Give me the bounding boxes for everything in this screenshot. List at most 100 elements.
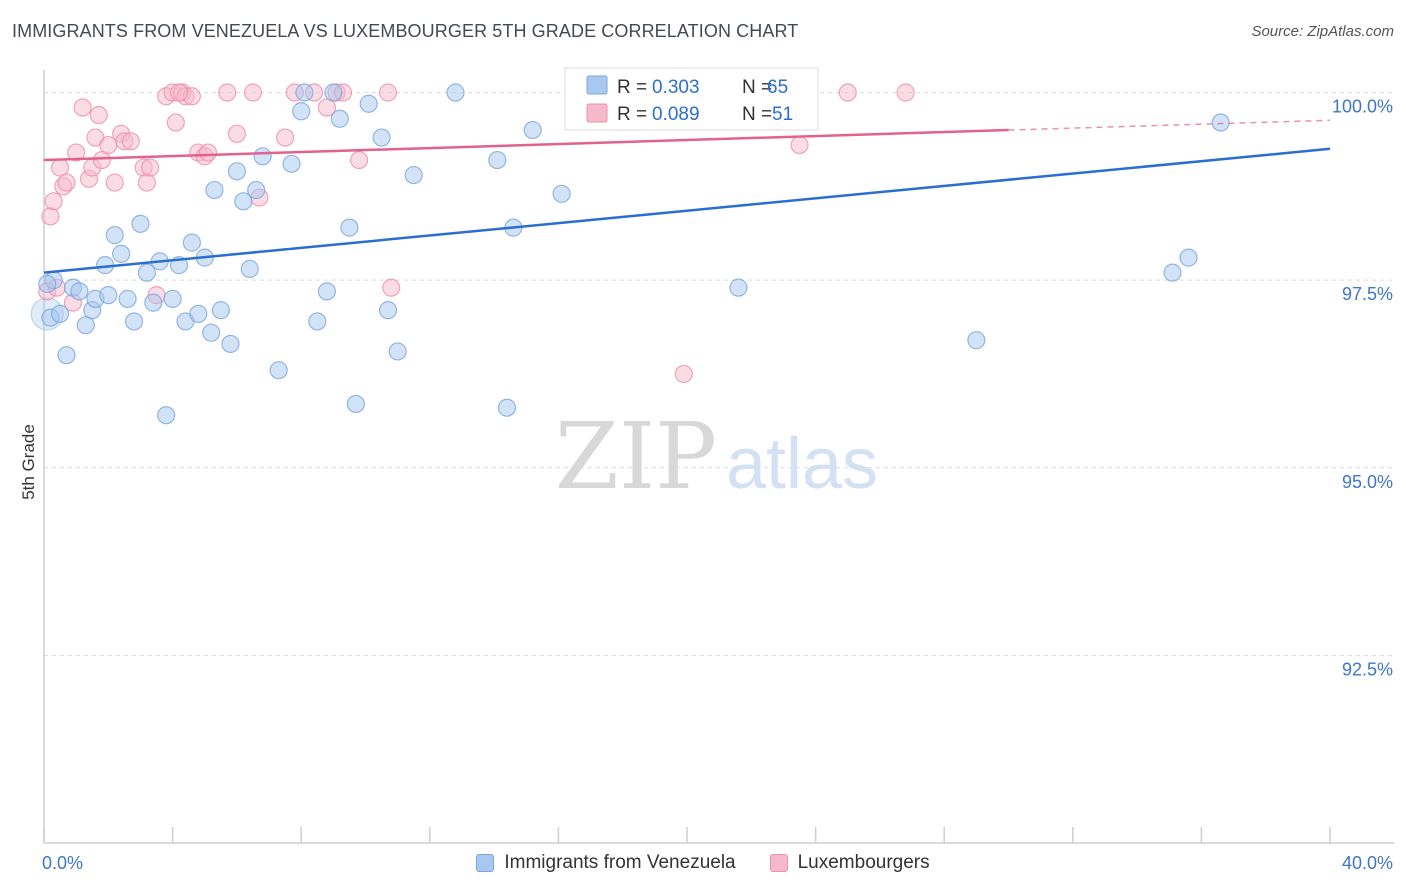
stats-legend-n-label: N = — [742, 104, 772, 125]
point-venezuela — [1211, 113, 1230, 132]
point-venezuela — [112, 244, 131, 263]
point-venezuela — [295, 83, 314, 102]
point-venezuela — [247, 180, 266, 200]
point-luxembourgers — [276, 128, 295, 147]
point-venezuela — [163, 289, 182, 308]
point-venezuela — [253, 147, 272, 166]
point-venezuela — [189, 304, 208, 324]
stats-legend-swatch-luxembourgers — [586, 103, 608, 123]
point-venezuela — [497, 398, 517, 417]
y-tick-label: 97.5% — [1342, 284, 1393, 304]
point-venezuela — [404, 165, 423, 185]
point-venezuela — [282, 154, 301, 173]
legend-item-venezuela: Immigrants from Venezuela — [476, 852, 736, 874]
stats-legend-r-value: 0.303 — [652, 77, 700, 98]
point-luxembourgers — [41, 207, 60, 226]
point-luxembourgers — [121, 132, 140, 151]
point-venezuela — [144, 293, 163, 312]
watermark-atlas: atlas — [726, 424, 878, 504]
point-venezuela — [729, 278, 748, 297]
point-venezuela — [57, 346, 76, 365]
source-label: Source: ZipAtlas.com — [1251, 23, 1394, 40]
point-venezuela — [308, 312, 327, 331]
point-luxembourgers — [137, 173, 156, 192]
point-venezuela — [324, 83, 343, 102]
data-points — [30, 83, 1230, 425]
point-luxembourgers — [243, 83, 263, 102]
point-luxembourgers — [140, 158, 160, 177]
point-venezuela — [221, 334, 240, 354]
point-venezuela — [38, 274, 57, 293]
point-venezuela — [227, 162, 246, 181]
point-venezuela — [202, 323, 221, 342]
tick-labels: 92.5% 95.0% 97.5% 100.0% 0.0% 40.0% — [42, 97, 1393, 873]
point-venezuela — [372, 128, 391, 147]
point-venezuela — [340, 218, 359, 237]
point-venezuela — [317, 282, 337, 301]
point-luxembourgers — [382, 278, 401, 297]
chart-title: IMMIGRANTS FROM VENEZUELA VS LUXEMBOURGE… — [12, 21, 799, 41]
point-venezuela — [240, 259, 259, 278]
point-luxembourgers — [896, 83, 915, 102]
stats-legend-r-label: R = — [617, 77, 647, 98]
trend-line-luxembourgers-projection — [1008, 119, 1331, 131]
point-venezuela — [967, 331, 986, 350]
point-luxembourgers — [674, 364, 693, 384]
axes — [43, 70, 1394, 844]
point-venezuela — [346, 394, 365, 414]
trend-lines — [43, 119, 1331, 274]
y-tick-label: 100.0% — [1332, 97, 1393, 117]
point-venezuela — [137, 263, 156, 282]
x-tick-label-end: 40.0% — [1342, 853, 1393, 873]
point-luxembourgers — [89, 105, 108, 125]
point-luxembourgers — [378, 83, 398, 102]
stats-legend: R = 0.303 N = 65 R = 0.089 N = 51 — [564, 67, 819, 131]
stats-legend-r-value: 0.089 — [652, 104, 700, 125]
point-venezuela — [118, 289, 137, 308]
trend-line-luxembourgers — [43, 128, 1009, 162]
point-luxembourgers — [169, 83, 189, 102]
point-venezuela — [99, 286, 118, 305]
point-venezuela — [157, 406, 176, 425]
stats-legend-n-value: 51 — [772, 104, 793, 125]
point-venezuela — [523, 120, 542, 140]
stats-legend-swatch-venezuela — [586, 75, 608, 95]
point-luxembourgers — [166, 113, 185, 132]
stats-legend-r-label: R = — [617, 104, 647, 125]
point-venezuela — [124, 312, 144, 331]
watermark-zip: ZIP — [555, 403, 717, 510]
point-venezuela — [1179, 248, 1198, 267]
point-luxembourgers — [349, 150, 369, 170]
point-venezuela — [378, 301, 398, 320]
point-venezuela — [105, 226, 124, 245]
point-venezuela — [70, 282, 89, 301]
point-venezuela — [234, 192, 253, 211]
point-venezuela — [131, 214, 150, 233]
point-venezuela — [388, 342, 407, 361]
grid-lines — [44, 92, 1394, 656]
point-luxembourgers — [57, 173, 76, 192]
point-venezuela — [211, 301, 230, 320]
legend-label-luxembourgers: Luxembourgers — [797, 852, 930, 873]
point-venezuela — [488, 150, 507, 170]
point-venezuela — [292, 102, 311, 121]
legend-label-venezuela: Immigrants from Venezuela — [504, 852, 736, 873]
point-luxembourgers — [317, 98, 337, 117]
point-luxembourgers — [227, 124, 246, 143]
point-luxembourgers — [73, 98, 92, 117]
point-venezuela — [552, 184, 571, 203]
y-tick-label: 95.0% — [1342, 472, 1393, 492]
point-luxembourgers — [218, 83, 237, 102]
watermark: ZIP atlas — [555, 403, 878, 510]
legend-swatch-venezuela — [476, 854, 495, 872]
series-legend: Immigrants from Venezuela Luxembourgers — [0, 852, 1406, 874]
point-luxembourgers — [790, 135, 809, 155]
legend-item-luxembourgers: Luxembourgers — [769, 852, 930, 874]
point-venezuela — [50, 304, 70, 324]
point-luxembourgers — [92, 150, 111, 170]
point-venezuela — [205, 180, 224, 200]
trend-line-venezuela — [43, 147, 1331, 274]
legend-swatch-luxembourgers — [769, 854, 788, 872]
point-venezuela — [330, 109, 349, 128]
